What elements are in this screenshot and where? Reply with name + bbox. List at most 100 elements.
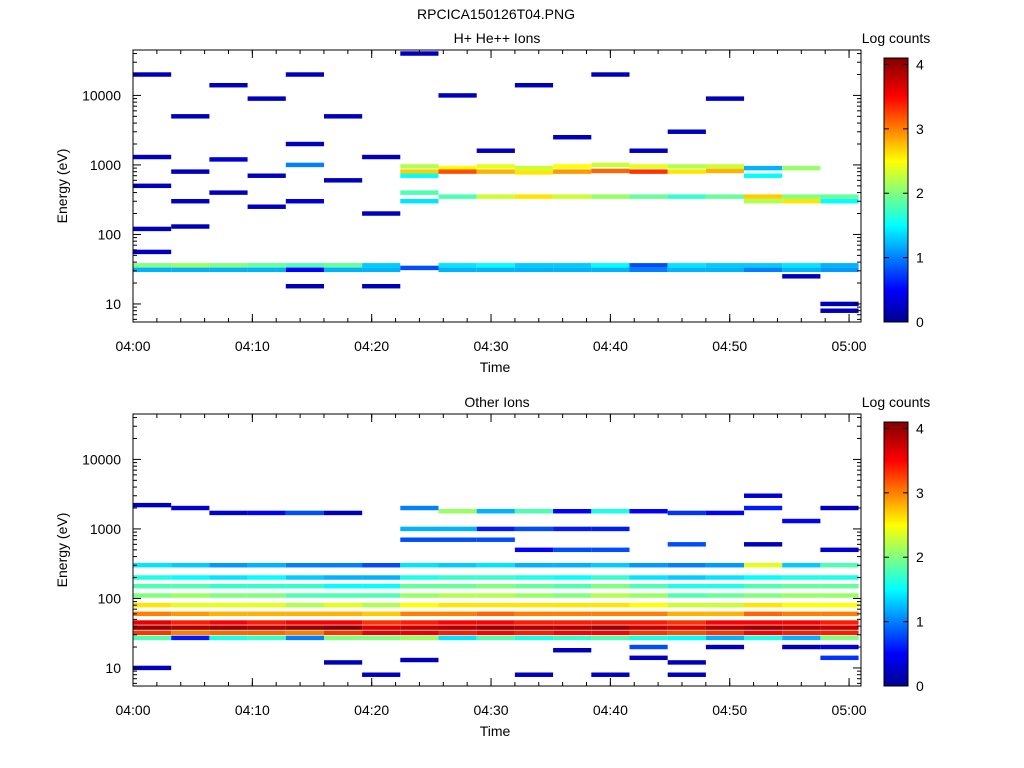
axes: 04:00 04:10 04:20 04:30 04:40 04:50 05:00 10 100… bbox=[82, 50, 867, 354]
heatmap-cell bbox=[400, 635, 439, 641]
heatmap-cell bbox=[438, 165, 477, 171]
heatmap-cell bbox=[667, 194, 706, 199]
heatmap-cell bbox=[782, 165, 821, 171]
heatmap-cell bbox=[133, 183, 172, 189]
heatmap-cell bbox=[744, 542, 783, 547]
heatmap-cell bbox=[629, 635, 668, 641]
y-tick-label: 10000 bbox=[82, 451, 121, 467]
heatmap-cell bbox=[514, 625, 554, 630]
heatmap-cell bbox=[667, 620, 706, 625]
heatmap-cell bbox=[438, 620, 477, 625]
axes: 04:00 04:10 04:20 04:30 04:40 04:50 05:00 10 100… bbox=[82, 414, 867, 718]
heatmap-cell bbox=[324, 267, 363, 273]
x-tick-label: 04:00 bbox=[115, 338, 150, 354]
heatmap-cell bbox=[705, 593, 745, 598]
heatmap-cell bbox=[553, 648, 592, 653]
panel-title: Other Ions bbox=[464, 394, 529, 410]
heatmap-cell bbox=[438, 169, 477, 174]
colorbar-tick-label: 2 bbox=[916, 549, 924, 565]
heatmap-cell bbox=[400, 526, 439, 532]
heatmap-cell bbox=[324, 263, 363, 268]
heatmap-cell bbox=[247, 563, 286, 568]
heatmap-cell bbox=[400, 575, 439, 580]
y-tick-label: 100 bbox=[98, 226, 122, 242]
heatmap-cell bbox=[744, 194, 783, 199]
heatmap-cell bbox=[476, 625, 515, 630]
heatmap-cell bbox=[820, 575, 859, 580]
heatmap-cell bbox=[209, 263, 248, 268]
heatmap-cell bbox=[667, 263, 706, 268]
heatmap-cell bbox=[209, 584, 248, 589]
heatmap-cell bbox=[171, 114, 210, 119]
heatmap-cell bbox=[400, 630, 439, 636]
heatmap-cell bbox=[285, 620, 324, 625]
heatmap-cell bbox=[782, 635, 821, 641]
heatmap-cell bbox=[171, 630, 210, 636]
heatmap-cell bbox=[324, 563, 363, 568]
heatmap-cell bbox=[820, 308, 859, 313]
heatmap-cell bbox=[667, 602, 706, 608]
heatmap-cell bbox=[820, 263, 859, 268]
heatmap-cell bbox=[247, 630, 286, 636]
heatmap-cell bbox=[782, 611, 821, 617]
heatmap-cell bbox=[744, 173, 783, 178]
heatmap-cell bbox=[209, 625, 248, 630]
heatmap-cell bbox=[591, 611, 630, 617]
x-tick-label: 04:50 bbox=[712, 338, 747, 354]
heatmap-cell bbox=[667, 542, 706, 547]
heatmap-cell bbox=[782, 602, 821, 608]
heatmap-cell bbox=[705, 635, 745, 641]
heatmap-cell bbox=[553, 584, 592, 589]
heatmap-cell bbox=[247, 173, 286, 178]
heatmap-cell bbox=[820, 194, 859, 199]
heatmap-cell bbox=[705, 620, 745, 625]
heatmap-cell bbox=[514, 267, 554, 273]
heatmap-cell bbox=[400, 563, 439, 568]
heatmap-cell bbox=[171, 575, 210, 580]
heatmap-cell bbox=[171, 169, 210, 174]
heatmap-cell bbox=[705, 644, 745, 650]
heatmap-cell bbox=[438, 509, 477, 514]
heatmap-cell bbox=[667, 584, 706, 589]
heatmap-cell bbox=[400, 620, 439, 625]
heatmap-cell bbox=[247, 620, 286, 625]
heatmap-cell bbox=[476, 575, 515, 580]
heatmap-cell bbox=[782, 620, 821, 625]
heatmap-cell bbox=[400, 164, 439, 169]
heatmap-cell bbox=[400, 505, 439, 511]
heatmap-cell bbox=[133, 602, 172, 608]
heatmap-cell bbox=[820, 644, 859, 650]
heatmap-cell bbox=[591, 509, 630, 514]
heatmap-cell bbox=[591, 672, 630, 677]
heatmap-cell bbox=[400, 611, 439, 617]
heatmap-cell bbox=[209, 563, 248, 568]
heatmap-cell bbox=[591, 620, 630, 625]
colorbar bbox=[883, 421, 909, 687]
heatmap-cell bbox=[247, 96, 286, 101]
heatmap-cell bbox=[514, 635, 554, 641]
heatmap-cell bbox=[438, 267, 477, 273]
heatmap-cell bbox=[476, 635, 515, 641]
heatmap-cell bbox=[362, 672, 401, 677]
heatmap-cell bbox=[744, 165, 783, 171]
heatmap-cell bbox=[438, 263, 477, 268]
heatmap-cell bbox=[362, 630, 401, 636]
heatmap-cell bbox=[629, 584, 668, 589]
heatmap-cell bbox=[476, 537, 515, 542]
heatmap-cell bbox=[629, 625, 668, 630]
heatmap-cell bbox=[171, 199, 210, 204]
heatmap-cell bbox=[324, 635, 363, 641]
heatmap-cell bbox=[667, 660, 706, 665]
heatmap-cell bbox=[782, 518, 821, 524]
heatmap-cell bbox=[247, 625, 286, 630]
heatmap-cell bbox=[247, 204, 286, 209]
colorbar-tick-label: 3 bbox=[916, 485, 924, 501]
heatmap-cell bbox=[629, 630, 668, 636]
heatmap-cell bbox=[629, 655, 668, 661]
heatmap-cells bbox=[133, 493, 859, 677]
heatmap-cell bbox=[438, 537, 477, 542]
heatmap-cell bbox=[744, 620, 783, 625]
heatmap-cell bbox=[476, 584, 515, 589]
heatmap-cell bbox=[782, 563, 821, 568]
heatmap-cell bbox=[133, 249, 172, 255]
